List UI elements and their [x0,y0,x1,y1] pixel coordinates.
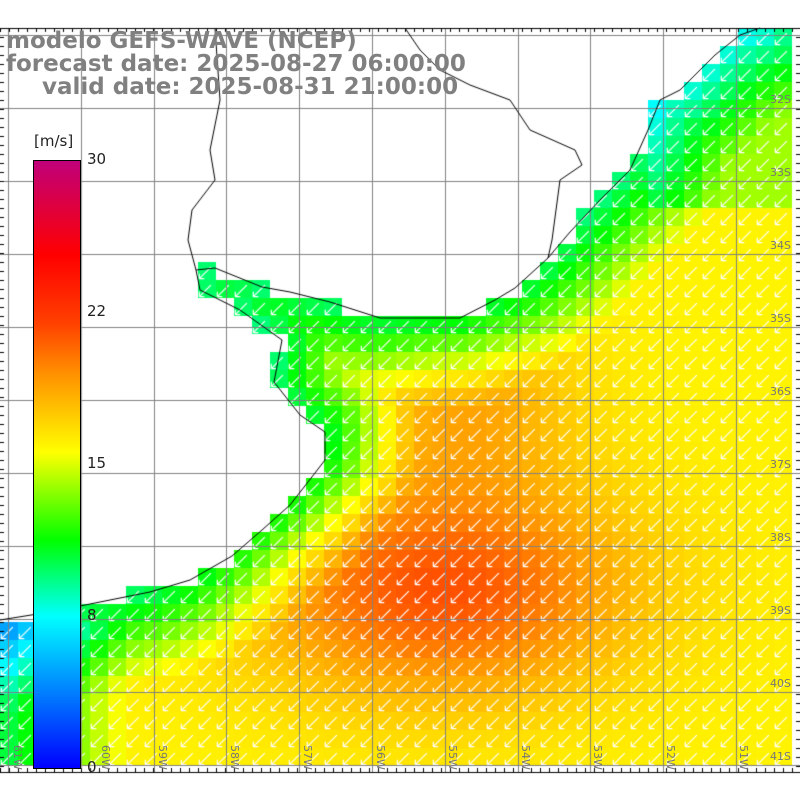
longitude-label: 60W [99,745,112,770]
latitude-label: 37S [770,458,791,471]
colorbar [33,160,81,769]
longitude-label: 52W [664,745,677,770]
latitude-label: 38S [770,531,791,544]
forecast-date: forecast date: 2025-08-27 06:00:00 [6,51,466,77]
colorbar-tick: 22 [87,302,107,320]
longitude-label: 57W [301,745,314,770]
latitude-label: 41S [770,750,791,763]
latitude-label: 33S [770,166,791,179]
longitude-label: 58W [228,745,241,770]
valid-date: valid date: 2025-08-31 21:00:00 [42,74,459,100]
latitude-label: 39S [770,604,791,617]
longitude-label: 53W [591,745,604,770]
longitude-label: 51W [737,745,750,770]
longitude-label: 55W [446,745,459,770]
colorbar-tick: 30 [87,150,107,168]
latitude-label: 34S [770,239,791,252]
colorbar-tick: 15 [87,454,107,472]
colorbar-tick: 0 [87,758,97,776]
longitude-label: 61W [11,745,24,770]
latitude-label: 32S [770,93,791,106]
longitude-label: 54W [519,745,532,770]
colorbar-units: [m/s] [34,132,74,150]
latitude-label: 40S [770,677,791,690]
latitude-label: 35S [770,312,791,325]
longitude-label: 59W [156,745,169,770]
model-title: modelo GEFS-WAVE (NCEP) [6,28,357,54]
latitude-label: 36S [770,385,791,398]
longitude-label: 56W [374,745,387,770]
colorbar-tick: 8 [87,606,97,624]
